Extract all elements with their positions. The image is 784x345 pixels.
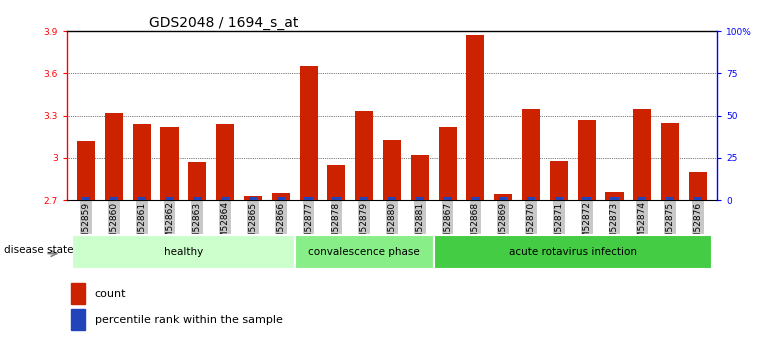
Bar [610,197,619,200]
Bar [471,197,480,200]
Bar [244,196,262,200]
Bar [328,165,346,200]
Bar [555,197,563,200]
Bar [161,127,179,200]
Bar [633,109,652,200]
Bar [638,197,647,200]
Bar [689,172,707,200]
Bar [661,122,679,200]
Bar [304,197,313,200]
Bar [165,197,174,200]
Bar [360,197,368,200]
Bar [583,197,591,200]
Bar [272,193,290,200]
Bar [444,197,452,200]
Bar [299,66,318,200]
Bar [666,197,674,200]
Bar [411,155,429,200]
Text: GDS2048 / 1694_s_at: GDS2048 / 1694_s_at [149,16,299,30]
Bar [332,197,340,200]
Bar [188,162,206,200]
Bar [71,283,85,304]
Bar [494,195,512,200]
Bar [249,197,257,200]
Bar [499,197,507,200]
Bar [295,235,434,269]
Text: acute rotavirus infection: acute rotavirus infection [509,247,637,257]
Text: convalescence phase: convalescence phase [308,247,420,257]
Bar [132,124,151,200]
Bar [383,139,401,200]
Bar [72,235,295,269]
Bar [550,161,568,200]
Bar [277,197,285,200]
Bar [527,197,535,200]
Bar [416,197,424,200]
Bar [694,197,702,200]
Text: disease state: disease state [4,245,74,255]
Text: healthy: healthy [164,247,203,257]
Bar [110,197,118,200]
Bar [216,124,234,200]
Bar [193,197,201,200]
Text: count: count [95,289,126,299]
Bar [71,309,85,330]
Bar [438,127,456,200]
Bar [221,197,229,200]
Bar [434,235,712,269]
Bar [355,111,373,200]
Text: percentile rank within the sample: percentile rank within the sample [95,315,283,325]
Bar [105,113,123,200]
Bar [388,197,396,200]
Bar [77,141,95,200]
Bar [522,109,540,200]
Bar [137,197,146,200]
Bar [605,192,623,200]
Bar [578,120,596,200]
Bar [466,35,485,200]
Bar [82,197,90,200]
